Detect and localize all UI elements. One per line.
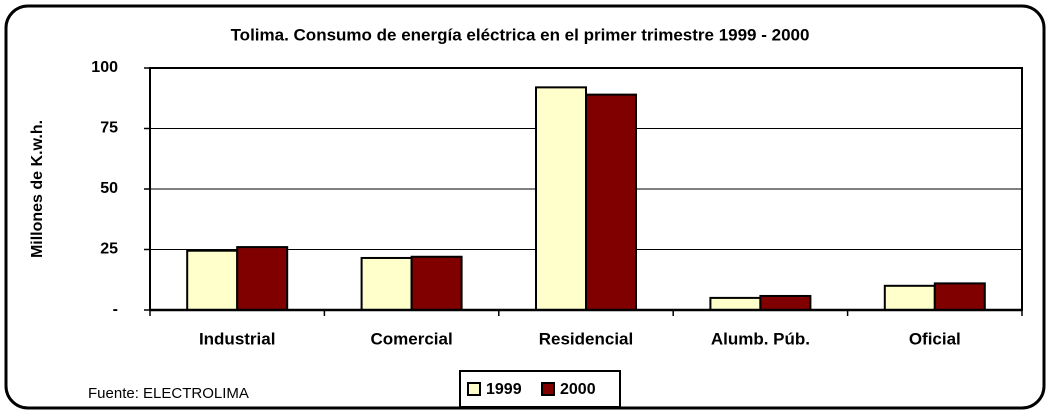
x-tick-label: Residencial bbox=[539, 329, 634, 348]
legend-box bbox=[459, 370, 621, 408]
bar bbox=[535, 86, 587, 311]
x-tick-label: Comercial bbox=[370, 329, 452, 348]
x-tick-label: Oficial bbox=[909, 329, 961, 348]
y-tick-label: 50 bbox=[100, 180, 118, 197]
bar bbox=[883, 284, 936, 311]
bar bbox=[360, 256, 413, 311]
bar bbox=[186, 249, 239, 312]
legend-label: 1999 bbox=[486, 381, 522, 398]
bar bbox=[585, 93, 637, 312]
x-tick-label: Alumb. Púb. bbox=[711, 329, 810, 348]
y-tick-label: - bbox=[113, 301, 118, 318]
legend-label: 2000 bbox=[560, 381, 596, 398]
x-tick-label: Industrial bbox=[199, 329, 276, 348]
legend-swatch bbox=[467, 382, 481, 396]
bar bbox=[236, 246, 289, 311]
y-tick-label: 100 bbox=[91, 59, 118, 76]
bar bbox=[933, 282, 986, 312]
bar bbox=[709, 296, 762, 311]
y-axis-label: Millones de K.w.h. bbox=[29, 120, 46, 258]
bar bbox=[759, 294, 812, 311]
y-tick-label: 25 bbox=[100, 241, 118, 258]
legend-swatch bbox=[541, 382, 555, 396]
chart-title: Tolima. Consumo de energía eléctrica en … bbox=[231, 25, 810, 44]
y-tick-label: 75 bbox=[100, 120, 118, 137]
source-note: Fuente: ELECTROLIMA bbox=[88, 385, 249, 402]
bar bbox=[410, 255, 463, 312]
